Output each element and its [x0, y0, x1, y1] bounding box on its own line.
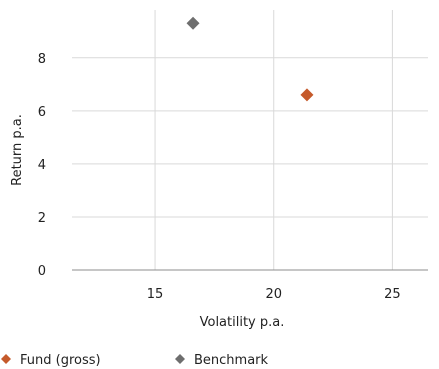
y-tick-label-2: 2: [38, 211, 46, 226]
x-tick-label-20: 20: [265, 287, 282, 302]
legend-marker-benchmark: [175, 354, 185, 364]
legend-marker-fund-gross: [1, 354, 11, 364]
y-axis-title: Return p.a.: [10, 114, 25, 186]
x-tick-labels: 15 20 25: [147, 287, 401, 302]
y-tick-label-6: 6: [38, 105, 46, 120]
y-tick-label-0: 0: [38, 264, 46, 279]
x-tick-label-25: 25: [384, 287, 401, 302]
x-axis-title: Volatility p.a.: [200, 315, 285, 330]
y-tick-label-8: 8: [38, 52, 46, 67]
x-tick-label-15: 15: [147, 287, 164, 302]
grid: [72, 10, 428, 270]
y-tick-labels: 0 2 4 6 8: [38, 52, 46, 279]
data-point-fund-gross: [300, 88, 314, 102]
y-tick-label-4: 4: [38, 158, 46, 173]
legend-label-benchmark: Benchmark: [194, 353, 269, 368]
data-point-benchmark: [186, 16, 200, 30]
data-points: [186, 16, 314, 102]
legend-label-fund-gross: Fund (gross): [20, 353, 101, 368]
legend: Fund (gross) Benchmark: [1, 353, 269, 368]
